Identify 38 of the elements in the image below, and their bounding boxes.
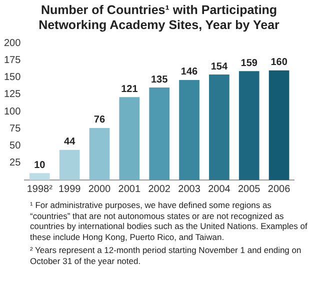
x-tick-label: 1999 <box>58 184 82 195</box>
bar <box>238 71 260 180</box>
bar <box>89 128 110 180</box>
bar <box>149 88 170 180</box>
x-tick-label: 2000 <box>88 184 112 195</box>
x-tick-label: 2005 <box>238 184 261 195</box>
y-tick-label: 75 <box>10 123 22 134</box>
y-tick-label: 175 <box>4 54 22 66</box>
bar <box>268 70 290 180</box>
data-label: 10 <box>34 160 46 171</box>
x-tick-label: 2002 <box>148 184 171 195</box>
bar <box>59 150 80 180</box>
data-label: 146 <box>180 66 198 78</box>
data-label: 44 <box>64 136 76 148</box>
y-tick-label: 25 <box>10 158 22 169</box>
data-label: 160 <box>270 57 288 68</box>
x-tick-label: 1998² <box>26 184 54 195</box>
bar <box>119 97 140 180</box>
bar <box>209 74 230 180</box>
y-tick-label: 50 <box>10 140 22 152</box>
bar <box>29 173 50 180</box>
text: ¹ For administrative purposes, we have defined some regions as “countries” that are not autonomous states or are not recognized as countries by international bodies such as the United Nations. Examples of these include Hong Kong, Puerto Rico, and Taiwan. <box>30 200 308 242</box>
x-tick-label: 2001 <box>118 184 141 195</box>
x-tick-label: 2004 <box>208 184 231 195</box>
bar <box>179 80 200 180</box>
data-label: 76 <box>94 114 106 126</box>
data-label: 121 <box>121 84 138 95</box>
data-label: 154 <box>210 61 228 72</box>
data-label: 135 <box>151 74 168 86</box>
y-tick-label: 200 <box>4 38 22 49</box>
text: ² Years represent a 12-month period starting November 1 and ending on October 31 of the year noted. <box>30 245 302 266</box>
y-tick-label: 125 <box>4 89 22 100</box>
x-tick-label: 2006 <box>268 184 291 195</box>
data-label: 159 <box>240 58 258 69</box>
chart-title: Number of Countries¹ with Participating Networking Academy Sites, Year by Year <box>38 2 280 33</box>
y-tick-label: 100 <box>4 106 22 118</box>
y-tick-label: 150 <box>4 72 22 83</box>
x-tick-label: 2003 <box>178 184 201 195</box>
